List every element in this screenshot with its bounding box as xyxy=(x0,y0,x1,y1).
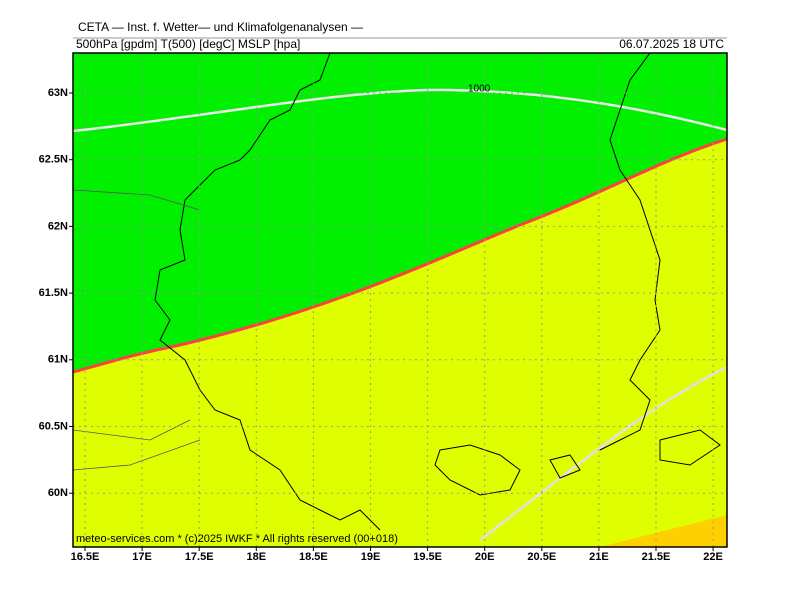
lon-label: 19E xyxy=(361,551,381,563)
graticule xyxy=(73,53,727,547)
lon-label: 20.5E xyxy=(527,551,556,563)
isobar xyxy=(479,365,727,541)
lat-label: 63N xyxy=(48,87,68,99)
warm-corner xyxy=(600,515,727,547)
lon-label: 22E xyxy=(703,551,723,563)
lon-label: 21.5E xyxy=(642,551,671,563)
lat-label: 60.5N xyxy=(39,420,68,432)
lon-label: 20E xyxy=(475,551,495,563)
contour-line xyxy=(73,137,727,374)
valid-time: 06.07.2025 18 UTC xyxy=(619,37,724,51)
title: CETA — Inst. f. Wetter— und Klimafolgena… xyxy=(78,20,363,34)
islands xyxy=(434,429,721,496)
coastline xyxy=(154,53,381,531)
lon-label: 17E xyxy=(132,551,152,563)
lon-label: 21E xyxy=(589,551,609,563)
lon-label: 18.5E xyxy=(299,551,328,563)
map-frame xyxy=(72,52,728,548)
lat-label: 62N xyxy=(48,220,68,232)
lon-label: 16.5E xyxy=(71,551,100,563)
lat-label: 60N xyxy=(48,487,68,499)
cool-area xyxy=(73,53,727,372)
isobar xyxy=(73,88,727,133)
lat-label: 61N xyxy=(48,354,68,366)
lon-label: 17.5E xyxy=(185,551,214,563)
fields: 500hPa [gpdm] T(500) [degC] MSLP [hpa] xyxy=(76,37,300,51)
isobar-label: 1000 xyxy=(468,84,491,95)
lat-label: 61.5N xyxy=(39,287,68,299)
lon-label: 19.5E xyxy=(413,551,442,563)
lon-label: 18E xyxy=(247,551,267,563)
credit: meteo-services.com * (c)2025 IWKF * All … xyxy=(76,533,398,545)
lat-label: 62.5N xyxy=(39,154,68,166)
map-area: 1000 meteo-services.com * (c)2025 IWKF *… xyxy=(73,53,727,547)
coastline xyxy=(599,53,661,451)
